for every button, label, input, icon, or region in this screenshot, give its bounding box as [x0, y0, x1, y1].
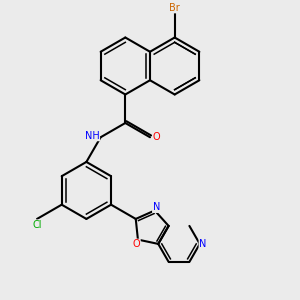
Text: Cl: Cl: [32, 220, 42, 230]
Text: Br: Br: [169, 3, 180, 13]
Text: O: O: [153, 132, 160, 142]
Text: N: N: [199, 239, 206, 249]
Text: NH: NH: [85, 131, 100, 141]
Text: O: O: [133, 239, 140, 249]
Text: N: N: [152, 202, 160, 212]
